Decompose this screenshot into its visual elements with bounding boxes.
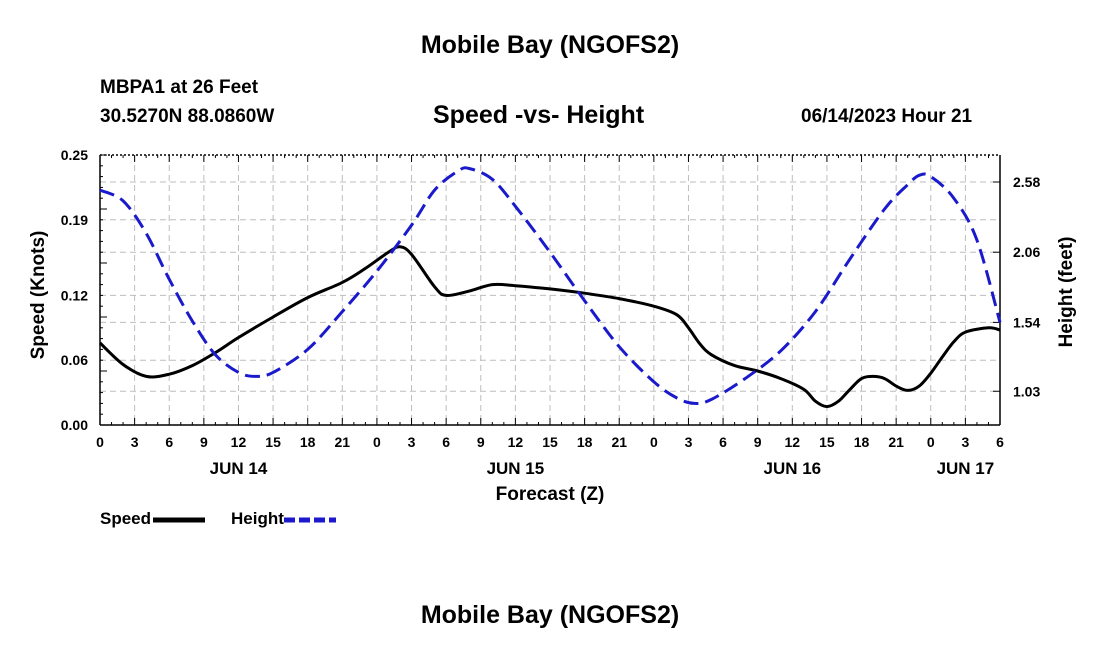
- x-tick-label: 0: [927, 434, 935, 450]
- x-tick-label: 3: [408, 434, 416, 450]
- y-tick-label: 0.12: [61, 287, 88, 303]
- x-tick-label: 15: [265, 434, 281, 450]
- x-tick-label: 12: [785, 434, 801, 450]
- legend-speed: Speed: [100, 509, 209, 529]
- legend-height-swatch: [283, 517, 336, 523]
- series-line-speed: [98, 245, 1001, 409]
- chart-title: Mobile Bay (NGOFS2): [420, 31, 680, 59]
- station-coords: 30.5270N 88.0860W: [100, 106, 275, 127]
- y-axis-title: Speed (Knots): [28, 231, 49, 360]
- x-tick-label: 6: [719, 434, 727, 450]
- x-tick-label: 0: [96, 434, 104, 450]
- x-date-label: JUN 16: [763, 459, 821, 478]
- x-tick-label: 3: [685, 434, 693, 450]
- chart-subtitle: Speed -vs- Height: [433, 101, 645, 129]
- x-tick-label: 12: [508, 434, 524, 450]
- x-date-label: JUN 17: [937, 459, 995, 478]
- x-tick-label: 9: [200, 434, 208, 450]
- x-tick-label: 18: [854, 434, 870, 450]
- x-tick-label: 3: [961, 434, 969, 450]
- x-tick-label: 12: [231, 434, 247, 450]
- x-tick-label: 15: [542, 434, 558, 450]
- x-tick-label: 0: [373, 434, 381, 450]
- forecast-datetime: 06/14/2023 Hour 21: [801, 106, 973, 127]
- x-tick-label: 3: [131, 434, 139, 450]
- x-tick-label: 21: [888, 434, 904, 450]
- legend-height: Height: [231, 509, 340, 529]
- y-tick-label: 0.19: [61, 212, 88, 228]
- x-date-label: JUN 15: [487, 459, 545, 478]
- y2-tick-label: 1.54: [1013, 314, 1040, 330]
- legend-speed-swatch: [153, 517, 206, 523]
- x-tick-label: 21: [335, 434, 351, 450]
- y2-axis-title: Height (feet): [1056, 237, 1077, 348]
- x-tick-label: 15: [819, 434, 835, 450]
- x-tick-label: 6: [442, 434, 450, 450]
- x-tick-label: 9: [754, 434, 762, 450]
- series-line-height: [99, 166, 1002, 405]
- x-axis-title: Forecast (Z): [496, 484, 605, 505]
- y2-tick-label: 2.06: [1013, 244, 1040, 260]
- x-tick-label: 9: [477, 434, 485, 450]
- x-tick-label: 0: [650, 434, 658, 450]
- y-tick-label: 0.00: [61, 417, 88, 433]
- legend-speed-label: Speed: [100, 509, 152, 528]
- x-tick-label: 21: [611, 434, 627, 450]
- x-tick-label: 6: [996, 434, 1004, 450]
- y2-tick-label: 2.58: [1013, 174, 1040, 190]
- x-tick-label: 18: [300, 434, 316, 450]
- x-tick-label: 6: [165, 434, 173, 450]
- x-date-label: JUN 14: [210, 459, 268, 478]
- x-tick-label: 18: [577, 434, 593, 450]
- legend-height-label: Height: [231, 509, 284, 528]
- y-tick-label: 0.06: [61, 352, 88, 368]
- footer-title: Mobile Bay (NGOFS2): [420, 601, 680, 629]
- y2-tick-label: 1.03: [1013, 383, 1040, 399]
- y-tick-label: 0.25: [61, 147, 88, 163]
- station-name: MBPA1 at 26 Feet: [100, 77, 259, 98]
